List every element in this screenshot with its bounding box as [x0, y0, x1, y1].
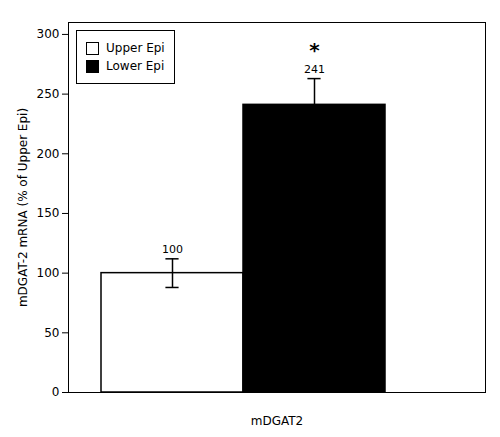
svg-text:mDGAT-2 mRNA (% of Upper Epi): mDGAT-2 mRNA (% of Upper Epi) — [16, 108, 30, 307]
svg-text:50: 50 — [44, 326, 59, 340]
svg-text:0: 0 — [52, 385, 60, 399]
svg-text:100: 100 — [37, 266, 60, 280]
html-text:Upper Epi: Upper Epi — [106, 41, 165, 55]
svg-text:300: 300 — [37, 27, 60, 41]
html-text:Lower Epi: Lower Epi — [106, 59, 165, 73]
svg-text:250: 250 — [37, 87, 60, 101]
svg-text:*: * — [309, 38, 320, 62]
svg-text:241: 241 — [304, 63, 325, 76]
svg-text:mDGAT2: mDGAT2 — [251, 414, 303, 428]
svg-text:150: 150 — [37, 206, 60, 220]
svg-text:200: 200 — [37, 147, 60, 161]
svg-text:100: 100 — [162, 243, 183, 256]
